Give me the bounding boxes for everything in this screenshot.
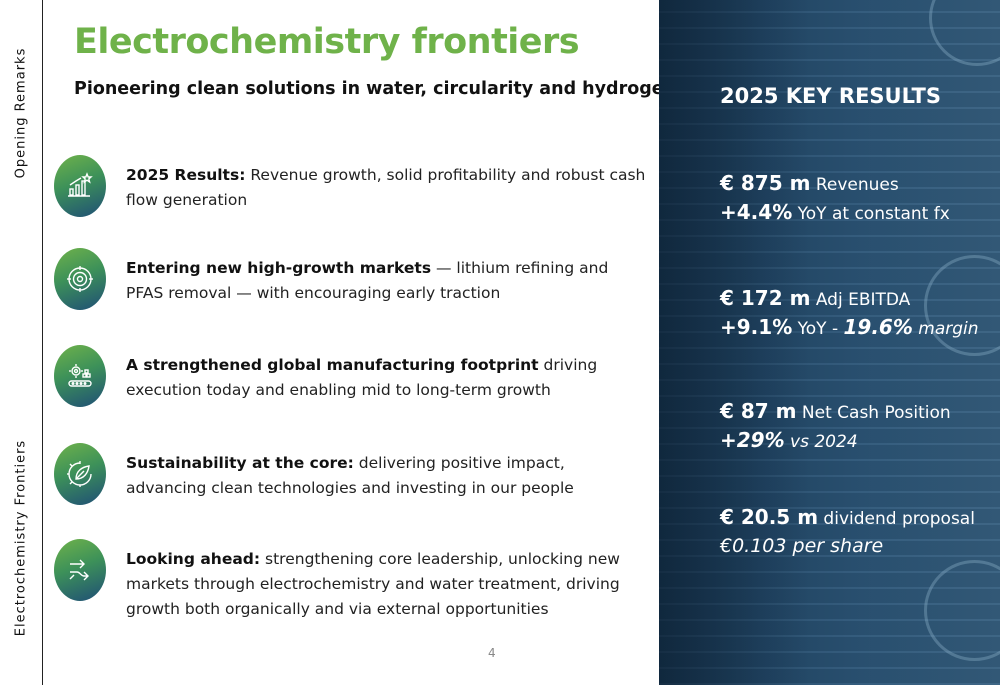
highlight-text: Entering new high-growth markets — lithi… (126, 256, 646, 306)
highlight-bold: Sustainability at the core: (126, 454, 354, 472)
result-growth: +9.1% (720, 315, 793, 339)
highlight-bold: Entering new high-growth markets (126, 259, 432, 277)
background-ring (924, 255, 1000, 356)
section-label-opening-remarks: Opening Remarks (13, 47, 29, 179)
result-margin-label: margin (912, 319, 979, 339)
result-label: Adj EBITDA (810, 290, 911, 310)
result-label: Net Cash Position (796, 403, 951, 423)
result-growth-label: vs 2024 (784, 432, 858, 452)
key-results-title: 2025 KEY RESULTS (720, 84, 941, 108)
growth-chart-icon (54, 155, 106, 217)
result-growth-label: YoY at constant fx (792, 204, 950, 224)
page-number: 4 (488, 646, 496, 660)
result-growth: +29% (720, 428, 785, 452)
result-per-share: €0.103 per share (720, 535, 884, 557)
factory-gear-icon (54, 345, 106, 407)
highlight-body: — lithium refining and PFAS removal — wi… (126, 259, 609, 302)
result-dividend: € 20.5 m dividend proposal €0.103 per sh… (720, 503, 975, 561)
result-value: € 875 m (720, 171, 811, 195)
highlight-body: delivering positive impact, advancing cl… (126, 454, 574, 497)
highlight-text: Sustainability at the core: delivering p… (126, 451, 646, 501)
highlight-text: 2025 Results: Revenue growth, solid prof… (126, 163, 646, 213)
highlight-item-new-markets: Entering new high-growth markets — lithi… (54, 248, 649, 310)
highlight-item-manufacturing: A strengthened global manufacturing foot… (54, 345, 649, 407)
panel-background-shade (659, 0, 809, 685)
result-value: € 20.5 m (720, 505, 819, 529)
highlight-item-results: 2025 Results: Revenue growth, solid prof… (54, 155, 649, 217)
page-subtitle: Pioneering clean solutions in water, cir… (74, 79, 677, 99)
key-results-panel: 2025 KEY RESULTS € 875 m Revenues +4.4% … (659, 0, 1000, 685)
result-revenues: € 875 m Revenues +4.4% YoY at constant f… (720, 169, 950, 227)
result-net-cash: € 87 m Net Cash Position +29% vs 2024 (720, 397, 951, 455)
result-growth: +4.4% (720, 200, 793, 224)
result-value: € 172 m (720, 286, 811, 310)
target-icon (54, 248, 106, 310)
result-ebitda: € 172 m Adj EBITDA +9.1% YoY - 19.6% mar… (720, 284, 979, 342)
highlight-bold: A strengthened global manufacturing foot… (126, 356, 539, 374)
result-label: Revenues (810, 175, 899, 195)
highlight-body: strengthening core leadership, unlocking… (126, 550, 620, 618)
highlight-bold: 2025 Results: (126, 166, 246, 184)
result-growth-label: YoY - (792, 319, 844, 339)
highlight-body: Revenue growth, solid profitability and … (126, 166, 646, 209)
result-margin: 19.6% (843, 315, 913, 339)
section-label-electrochemistry-frontiers: Electrochemistry Frontiers (13, 439, 29, 637)
highlight-text: A strengthened global manufacturing foot… (126, 353, 646, 403)
highlight-bold: Looking ahead: (126, 550, 261, 568)
highlight-item-sustainability: Sustainability at the core: delivering p… (54, 443, 649, 505)
highlight-item-looking-ahead: Looking ahead: strengthening core leader… (54, 539, 649, 618)
highlight-text: Looking ahead: strengthening core leader… (126, 547, 646, 622)
leaf-gear-icon (54, 443, 106, 505)
result-value: € 87 m (720, 399, 797, 423)
highlight-body: driving execution today and enabling mid… (126, 356, 598, 399)
result-label: dividend proposal (818, 509, 975, 529)
background-ring (924, 560, 1000, 661)
background-ring (929, 0, 1000, 66)
page-title: Electrochemistry frontiers (74, 22, 580, 62)
side-rail: Opening Remarks Electrochemistry Frontie… (0, 0, 43, 685)
forward-arrows-icon (54, 539, 106, 601)
